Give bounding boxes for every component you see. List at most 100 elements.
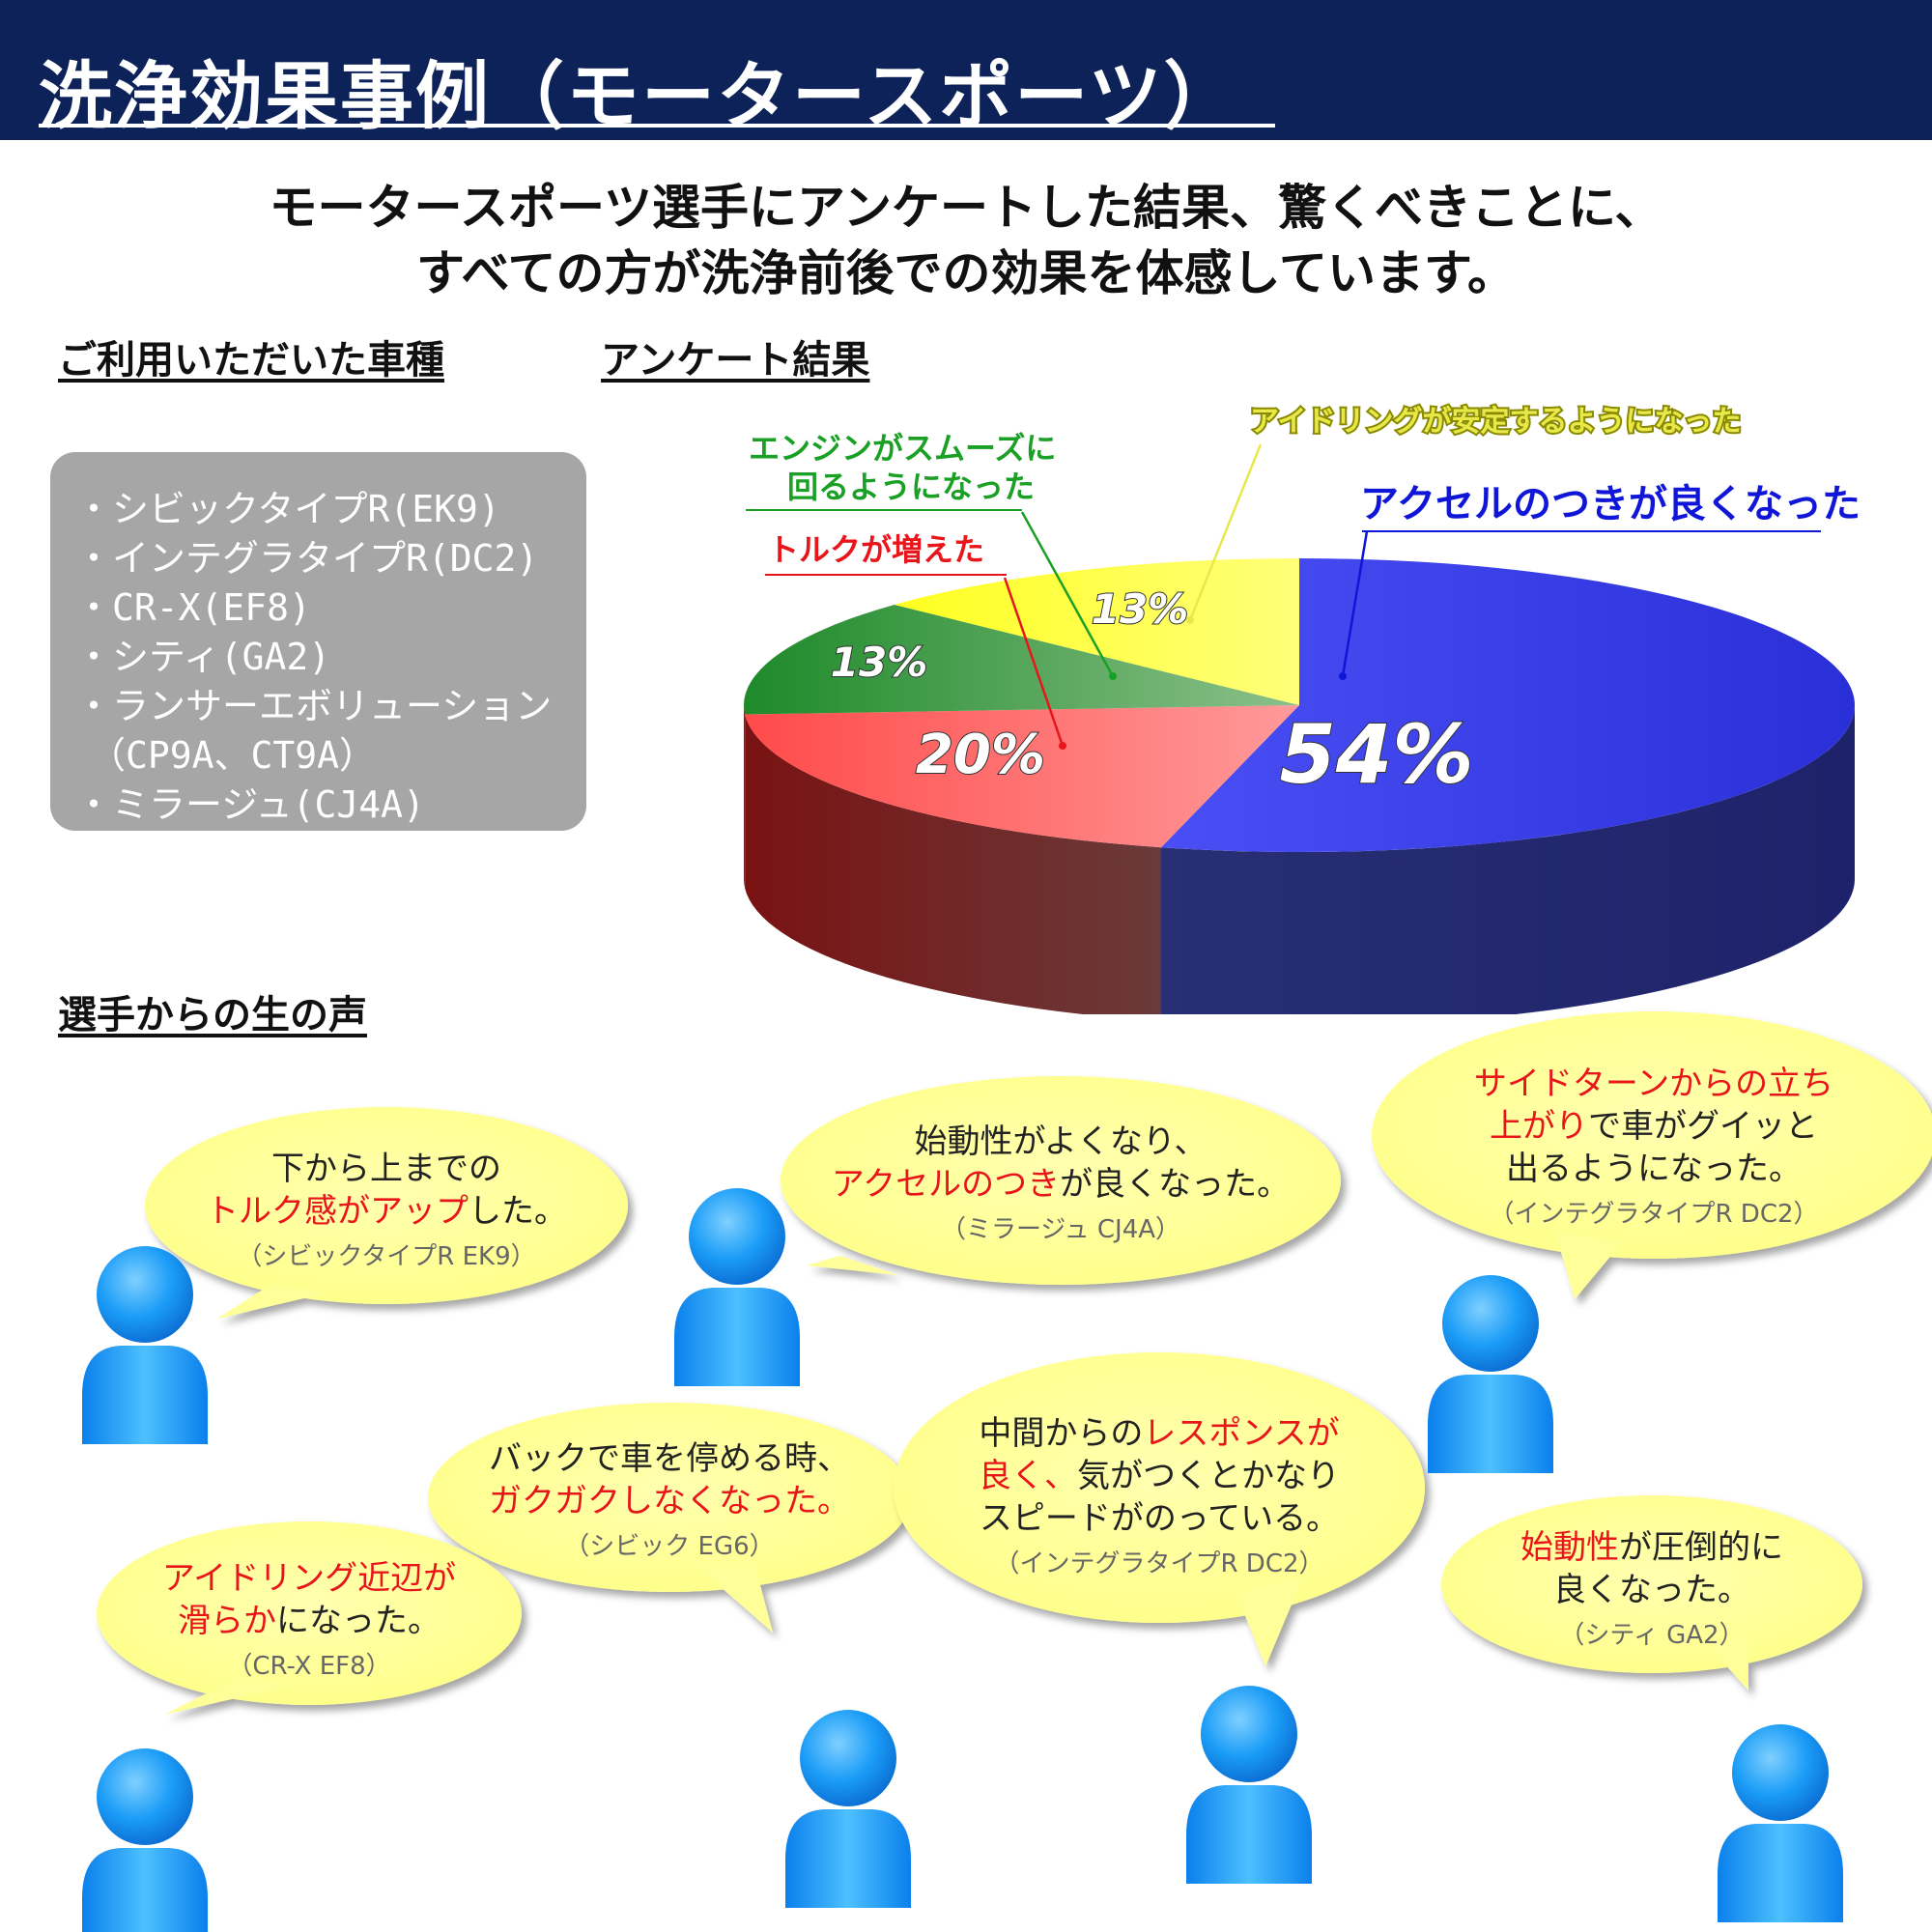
pie-slice	[745, 705, 1299, 848]
voice-emphasis: 始動性	[1520, 1528, 1619, 1567]
voice-fragment: 気がつくとかなり	[1077, 1457, 1340, 1495]
voice-emphasis: 良く、	[979, 1457, 1077, 1495]
speech-bubble-tail-cover	[1555, 1232, 1623, 1299]
voice-vehicle: （インテグラタイプR DC2）	[994, 1549, 1324, 1578]
vehicle-item: ・ランサーエボリューション	[75, 685, 553, 727]
voice-vehicle: （インテグラタイプR DC2）	[1489, 1200, 1819, 1229]
person-head	[1442, 1275, 1539, 1372]
voice-fragment: スピードがのっている。	[979, 1499, 1340, 1538]
speech-bubble-tail	[217, 1285, 328, 1319]
voice-fragment: 始動性がよくなり、	[914, 1122, 1208, 1161]
page-header	[0, 0, 1932, 140]
voice-emphasis: アクセルのつき	[831, 1165, 1061, 1204]
title-underline	[39, 124, 1275, 128]
pie-leader-dot	[1059, 742, 1066, 750]
voice-vehicle: （シビックタイプR EK9）	[237, 1242, 536, 1271]
vehicle-item: ・シティ(GA2)	[75, 636, 331, 678]
pie-category-label: エンジンがスムーズに	[749, 430, 1056, 467]
speech-bubble-tail	[1236, 1575, 1304, 1666]
voice-vehicle: （シビック EG6）	[564, 1532, 775, 1561]
voice-emphasis: 滑らか	[178, 1602, 276, 1640]
section-voices: 選手からの生の声	[58, 993, 367, 1037]
pie-slice	[1161, 558, 1855, 852]
pie-leader-line	[1020, 511, 1115, 677]
pie-category-label: 回るようになった	[787, 469, 1035, 505]
vehicle-item: ・ミラージュ(CJ4A)	[75, 783, 425, 826]
pie-category-label: アイドリングが安定するようになった	[1250, 405, 1742, 439]
voice-emphasis: レスポンスが	[1143, 1414, 1340, 1453]
voice-vehicle: （ミラージュ CJ4A）	[940, 1215, 1181, 1244]
vehicle-item: ・インテグラタイプR(DC2)	[75, 537, 539, 580]
section-vehicles: ご利用いただいた車種	[58, 338, 444, 383]
voice-fragment: した。	[469, 1192, 567, 1231]
person-body	[1718, 1824, 1843, 1922]
vehicle-item: （CP9A、CT9A）	[89, 734, 377, 777]
voice-emphasis: ガクガクしなくなった。	[489, 1482, 850, 1520]
pie-percent-label: 13%	[831, 639, 928, 686]
person-body	[785, 1809, 911, 1908]
voice-text: 始動性が圧倒的に 良くなった。 （シティ GA2）	[1362, 1526, 1932, 1654]
voice-fragment: が良くなった。	[1060, 1165, 1291, 1204]
voice-vehicle: （シティ GA2）	[1559, 1621, 1745, 1650]
voice-text: 始動性がよくなり、アクセルのつきが良くなった。 （ミラージュ CJ4A）	[771, 1121, 1350, 1248]
person-icon	[785, 1710, 911, 1908]
pie-percent-label: 20%	[916, 724, 1045, 786]
lead-line-1: モータースポーツ選手にアンケートした結果、驚くべきことに、	[269, 180, 1663, 236]
voice-fragment: バックで車を停める時、	[489, 1439, 850, 1478]
speech-bubble-tail	[807, 1256, 898, 1275]
pie-leader-dot	[1109, 672, 1117, 680]
pie-slice	[894, 558, 1299, 705]
voice-fragment: 下から上までの	[271, 1150, 501, 1188]
pie-leader-dot	[1186, 616, 1194, 624]
pie-percent-label: 54%	[1279, 707, 1473, 802]
voice-text: 中間からのレスポンスが良く、気がつくとかなりスピードがのっている。 （インテグラタ…	[869, 1412, 1449, 1582]
voice-fragment: 中間からの	[979, 1414, 1144, 1453]
voice-fragment: 出るようになった。	[1506, 1150, 1802, 1188]
voice-text: アイドリング近辺が滑らかになった。 （CR-X EF8）	[19, 1557, 599, 1685]
voice-emphasis: トルク感がアップ	[206, 1192, 469, 1231]
person-body	[82, 1346, 208, 1444]
pie-leader-line	[1003, 577, 1065, 747]
voice-emphasis: サイドターンからの立ち	[1473, 1065, 1834, 1103]
person-head	[1732, 1724, 1829, 1821]
voice-fragment: が圧倒的に	[1619, 1528, 1783, 1567]
vehicle-item: ・シビックタイプR(EK9)	[75, 488, 500, 530]
voice-text: サイドターンからの立ち上がりで車がグイッと出るようになった。 （インテグラタイプR…	[1364, 1063, 1932, 1233]
vehicle-item: ・CR-X(EF8)	[75, 586, 311, 629]
voice-text: バックで車を停める時、 ガクガクしなくなった。 （シビック EG6）	[380, 1437, 959, 1565]
voice-text: 下から上までのトルク感がアップした。 （シビックタイプR EK9）	[97, 1148, 676, 1275]
speech-bubble-tail-cover	[696, 1560, 773, 1633]
pie-percent-label: 13%	[1092, 585, 1189, 633]
vehicle-list-box: ・シビックタイプR(EK9) ・インテグラタイプR(DC2) ・CR-X(EF8…	[50, 452, 586, 831]
person-body	[82, 1848, 208, 1932]
person-icon	[82, 1246, 208, 1444]
pie-side-1	[745, 714, 1162, 1014]
speech-bubble-tail-cover	[807, 1256, 898, 1275]
lead-line-2: すべての方が洗浄前後での効果を体感しています。	[416, 245, 1516, 301]
person-head	[97, 1748, 193, 1845]
pie-leader-line	[1341, 530, 1369, 677]
pie-side-2	[744, 705, 746, 889]
speech-bubble-tail	[696, 1560, 773, 1633]
pie-leader-line	[1188, 443, 1263, 621]
person-body	[674, 1288, 800, 1386]
voice-fragment: で車がグイッと	[1588, 1107, 1818, 1146]
voice-emphasis: 上がり	[1490, 1107, 1588, 1146]
speech-bubble-tail-cover	[1236, 1575, 1304, 1666]
section-survey: アンケート結果	[601, 338, 870, 383]
person-icon	[1186, 1686, 1312, 1884]
pie-category-label: トルクが増えた	[768, 531, 984, 568]
pie-category-label: アクセルのつきが良くなった	[1360, 482, 1861, 526]
pie-side-0	[1161, 705, 1855, 1014]
pie-leader-dot	[1339, 672, 1347, 680]
person-icon	[1718, 1724, 1843, 1922]
person-head	[800, 1710, 896, 1806]
person-icon	[82, 1748, 208, 1932]
person-head	[1201, 1686, 1297, 1782]
voice-vehicle: （CR-X EF8）	[227, 1652, 391, 1681]
voice-fragment: になった。	[276, 1602, 440, 1640]
pie-slice	[744, 604, 1299, 715]
voice-emphasis: アイドリング近辺が	[161, 1559, 457, 1598]
speech-bubble-tail-cover	[217, 1285, 328, 1319]
